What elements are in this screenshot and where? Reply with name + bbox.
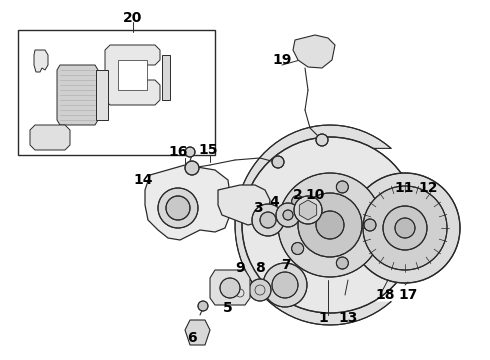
- Text: 15: 15: [198, 143, 218, 157]
- Circle shape: [249, 279, 271, 301]
- Text: 17: 17: [398, 288, 417, 302]
- Circle shape: [242, 137, 418, 313]
- Polygon shape: [30, 125, 70, 150]
- Circle shape: [252, 204, 284, 236]
- Polygon shape: [96, 70, 108, 120]
- Text: 12: 12: [418, 181, 438, 195]
- Text: 7: 7: [281, 258, 291, 272]
- Circle shape: [185, 161, 199, 175]
- Circle shape: [395, 218, 415, 238]
- Polygon shape: [185, 320, 210, 345]
- Polygon shape: [18, 30, 215, 155]
- Text: 3: 3: [253, 201, 263, 215]
- Circle shape: [350, 173, 460, 283]
- Circle shape: [231, 284, 249, 302]
- Polygon shape: [210, 270, 250, 305]
- Circle shape: [316, 134, 328, 146]
- Text: 10: 10: [305, 188, 325, 202]
- Polygon shape: [57, 65, 98, 125]
- Polygon shape: [299, 200, 317, 220]
- Circle shape: [364, 219, 376, 231]
- Circle shape: [292, 243, 304, 255]
- Text: 18: 18: [375, 288, 395, 302]
- Circle shape: [198, 301, 208, 311]
- Text: 13: 13: [338, 311, 358, 325]
- Polygon shape: [105, 45, 160, 105]
- Circle shape: [263, 263, 307, 307]
- Text: 2: 2: [293, 188, 303, 202]
- Text: 6: 6: [187, 331, 197, 345]
- Text: 14: 14: [133, 173, 153, 187]
- Circle shape: [260, 212, 276, 228]
- Polygon shape: [145, 165, 230, 240]
- Circle shape: [316, 211, 344, 239]
- Circle shape: [278, 173, 382, 277]
- Circle shape: [383, 206, 427, 250]
- Text: 5: 5: [223, 301, 233, 315]
- Text: 4: 4: [269, 195, 279, 209]
- Circle shape: [363, 186, 447, 270]
- Circle shape: [292, 195, 304, 207]
- Circle shape: [283, 210, 293, 220]
- Circle shape: [294, 196, 322, 224]
- Polygon shape: [235, 125, 391, 325]
- Text: 9: 9: [235, 261, 245, 275]
- Text: 8: 8: [255, 261, 265, 275]
- Polygon shape: [34, 50, 48, 72]
- Text: 11: 11: [394, 181, 414, 195]
- Polygon shape: [162, 55, 170, 100]
- Polygon shape: [293, 35, 335, 68]
- Circle shape: [272, 272, 298, 298]
- Text: 20: 20: [123, 11, 143, 25]
- Text: 1: 1: [318, 311, 328, 325]
- Text: 19: 19: [272, 53, 292, 67]
- Circle shape: [185, 147, 195, 157]
- Circle shape: [336, 181, 348, 193]
- Circle shape: [298, 193, 362, 257]
- Circle shape: [158, 188, 198, 228]
- Circle shape: [336, 257, 348, 269]
- Polygon shape: [218, 185, 270, 225]
- Circle shape: [166, 196, 190, 220]
- Polygon shape: [118, 60, 147, 90]
- Circle shape: [272, 156, 284, 168]
- Circle shape: [276, 203, 300, 227]
- Circle shape: [220, 278, 240, 298]
- Text: 16: 16: [168, 145, 188, 159]
